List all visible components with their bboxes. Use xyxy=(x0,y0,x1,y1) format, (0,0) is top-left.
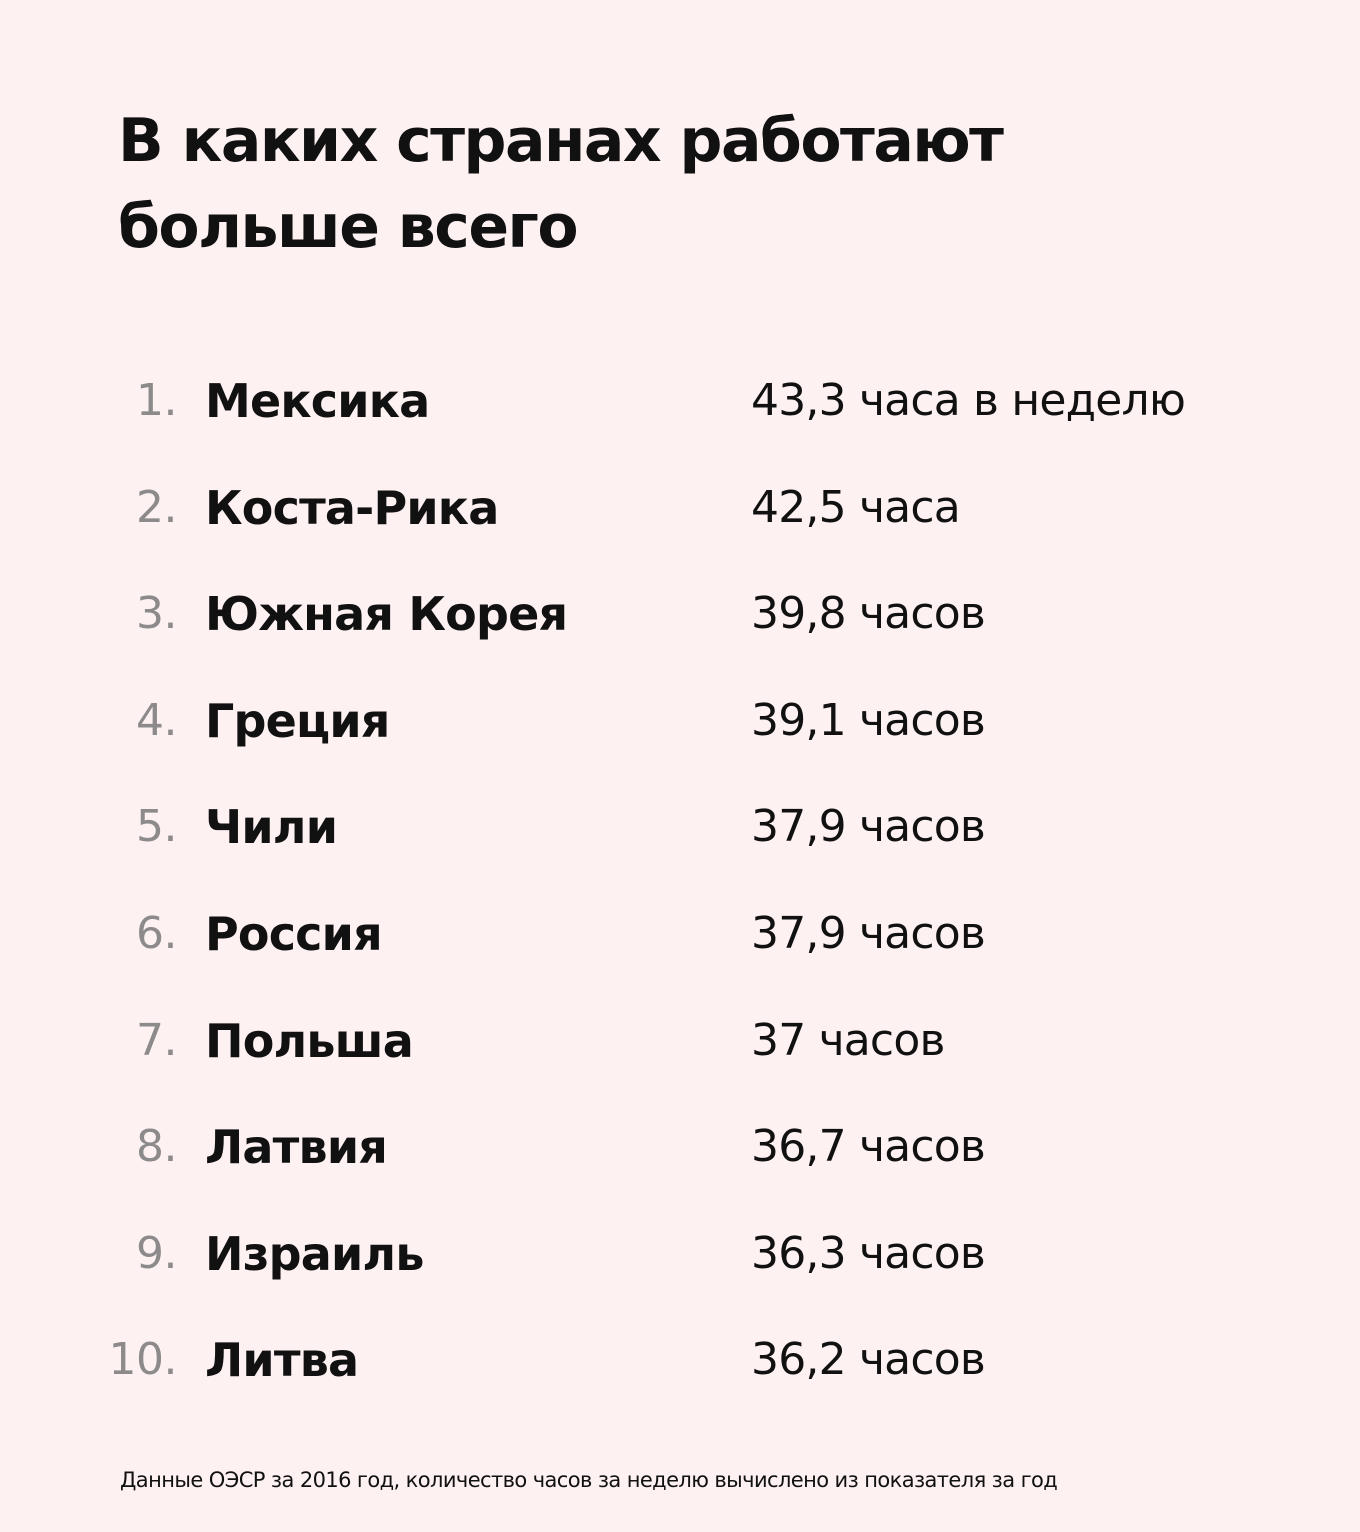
rank-number: 7. xyxy=(136,1014,177,1066)
ranking-row: 3. Южная Корея 39,8 часов xyxy=(0,562,1360,669)
country-name: Латвия xyxy=(205,1120,388,1175)
work-hours: 36,2 часов xyxy=(751,1334,986,1386)
work-hours: 36,3 часов xyxy=(751,1227,986,1279)
ranking-row: 1. Мексика 43,3 часа в неделю xyxy=(0,349,1360,456)
source-footnote: Данные ОЭСР за 2016 год, количество часо… xyxy=(120,1468,1058,1492)
page-title-line-2: больше всего xyxy=(118,192,579,262)
page-title: В каких странах работают больше всего xyxy=(118,98,1118,270)
work-hours: 37,9 часов xyxy=(751,801,986,853)
rank-number: 6. xyxy=(136,907,177,959)
country-name: Греция xyxy=(205,693,390,748)
ranking-row: 8. Латвия 36,7 часов xyxy=(0,1095,1360,1202)
ranking-row: 9. Израиль 36,3 часов xyxy=(0,1202,1360,1309)
work-hours: 37,9 часов xyxy=(751,907,986,959)
country-name: Чили xyxy=(205,800,338,855)
rank-number: 4. xyxy=(136,694,177,746)
country-name: Израиль xyxy=(205,1226,424,1281)
ranking-row: 5. Чили 37,9 часов xyxy=(0,775,1360,882)
ranking-row: 10. Литва 36,2 часов xyxy=(0,1308,1360,1415)
rank-number: 10. xyxy=(108,1334,178,1386)
country-name: Польша xyxy=(205,1013,414,1068)
ranking-row: 7. Польша 37 часов xyxy=(0,989,1360,1096)
country-name: Мексика xyxy=(205,374,430,428)
country-name: Южная Корея xyxy=(205,587,568,642)
work-hours: 39,8 часов xyxy=(751,588,986,640)
rank-number: 2. xyxy=(136,481,177,533)
rank-number: 8. xyxy=(136,1121,177,1173)
rank-number: 9. xyxy=(136,1227,177,1279)
work-hours: 43,3 часа в неделю xyxy=(751,375,1186,426)
page-title-line-1: В каких странах работают xyxy=(118,106,1004,176)
ranking-row: 2. Коста-Рика 42,5 часа xyxy=(0,456,1360,563)
work-hours: 37 часов xyxy=(751,1014,945,1066)
country-name: Россия xyxy=(205,906,383,961)
work-hours: 42,5 часа xyxy=(751,481,961,533)
rank-number: 3. xyxy=(136,588,177,640)
rank-number: 1. xyxy=(136,375,177,426)
ranking-list: 1. Мексика 43,3 часа в неделю 2. Коста-Р… xyxy=(0,349,1360,1415)
work-hours: 36,7 часов xyxy=(751,1121,986,1173)
ranking-row: 4. Греция 39,1 часов xyxy=(0,669,1360,776)
country-name: Коста-Рика xyxy=(205,480,499,535)
country-name: Литва xyxy=(205,1333,359,1388)
rank-number: 5. xyxy=(136,801,177,853)
work-hours: 39,1 часов xyxy=(751,694,986,746)
ranking-row: 6. Россия 37,9 часов xyxy=(0,882,1360,989)
